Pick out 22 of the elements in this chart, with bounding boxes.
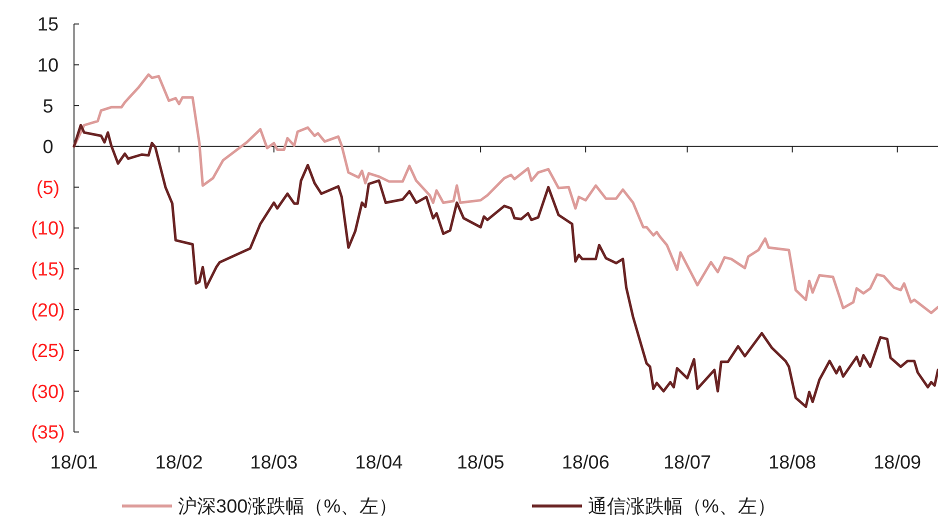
x-tick-label: 18/06 [562, 452, 610, 474]
x-tick-label: 18/04 [355, 452, 404, 474]
y-tick-label: (5) [36, 178, 60, 199]
x-tick-label: 18/08 [768, 452, 816, 474]
legend-label: 沪深300涨跌幅（%、左） [178, 496, 398, 518]
legend-label: 通信涨跌幅（%、左） [588, 496, 776, 518]
y-tick-label: (35) [31, 422, 65, 444]
y-tick-label: (15) [31, 259, 65, 280]
y-tick-label: 5 [42, 96, 54, 118]
y-tick-label: (25) [31, 341, 65, 362]
y-tick-label: 0 [42, 137, 54, 158]
y-tick-label: (10) [31, 218, 65, 240]
y-tick-label: 10 [37, 55, 59, 76]
x-tick-label: 18/01 [50, 452, 98, 474]
x-tick-label: 18/05 [456, 452, 504, 474]
x-tick-label: 18/02 [155, 452, 203, 474]
y-tick-label: (30) [31, 382, 65, 403]
y-tick-label: (20) [31, 300, 65, 322]
x-tick-label: 18/03 [250, 452, 298, 474]
x-tick-label: 18/09 [874, 452, 922, 474]
x-tick-label: 18/07 [663, 452, 712, 474]
y-tick-label: 15 [37, 14, 59, 36]
